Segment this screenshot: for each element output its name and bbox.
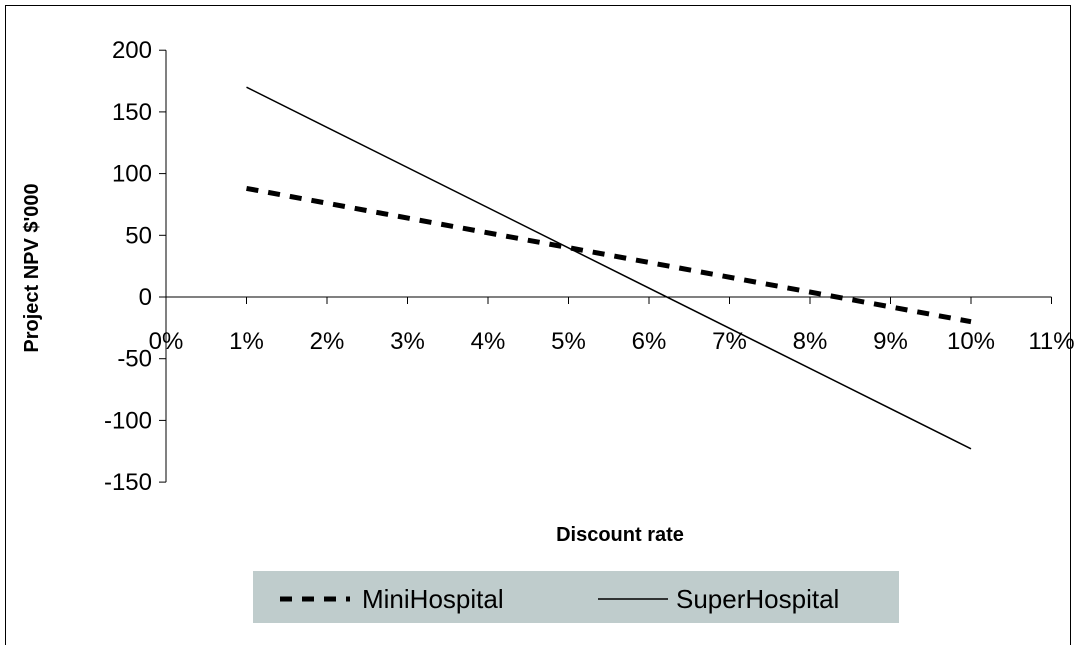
- npv-chart: 200 150 100 50 0 -50 -100 -150 0% 1% 2% 3% 4% 5% 6% 7%…: [21, 37, 1075, 623]
- x-tick-label: 5%: [551, 328, 586, 355]
- legend-box: [253, 571, 899, 623]
- series-line-superhospital: [246, 86, 972, 450]
- y-axis-title: Project NPV $'000: [21, 183, 43, 352]
- y-tick-label: 150: [112, 99, 152, 126]
- x-tick-label: 2%: [310, 328, 345, 355]
- x-tick-label: 11%: [1028, 328, 1074, 355]
- series-line-minihospital: [246, 185, 972, 325]
- x-tick-label: 9%: [873, 328, 908, 355]
- x-tick-label: 10%: [947, 328, 995, 355]
- x-axis: 0% 1% 2% 3% 4% 5% 6% 7% 8% 9% 10% 11%: [149, 296, 1075, 355]
- x-tick-label: 4%: [471, 328, 506, 355]
- x-tick-label: 7%: [712, 328, 747, 355]
- legend-label-superhospital: SuperHospital: [676, 584, 839, 614]
- x-tick-label: 1%: [229, 328, 264, 355]
- y-axis: 200 150 100 50 0 -50 -100 -150: [104, 37, 167, 496]
- y-tick-label: 100: [112, 161, 152, 188]
- x-tick-label: 6%: [632, 328, 667, 355]
- y-tick-label: -100: [104, 407, 152, 434]
- y-tick-label: 0: [139, 284, 152, 311]
- x-tick-label: 8%: [793, 328, 828, 355]
- legend-label-minihospital: MiniHospital: [362, 584, 504, 614]
- legend: MiniHospital SuperHospital: [253, 571, 899, 623]
- y-tick-label: 200: [112, 37, 152, 64]
- y-tick-label: 50: [125, 222, 152, 249]
- x-axis-title: Discount rate: [556, 524, 684, 546]
- series-layer: [246, 86, 972, 450]
- x-tick-label: 3%: [390, 328, 425, 355]
- y-tick-label: -150: [104, 469, 152, 496]
- y-tick-label: -50: [117, 346, 152, 373]
- chart-frame: [5, 5, 1071, 645]
- x-tick-label: 0%: [149, 328, 184, 355]
